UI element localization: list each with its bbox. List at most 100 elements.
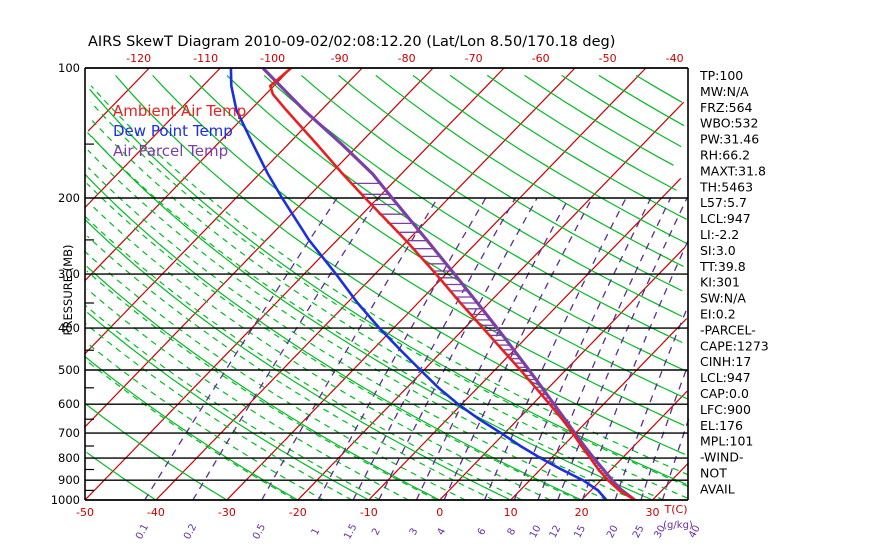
legend-ambient-air-temp: Ambient Air Temp	[113, 102, 246, 120]
dry-adiabat	[375, 74, 684, 268]
mixing-ratio-tick-label: 12	[548, 524, 564, 540]
panel-row: WBO:532	[700, 116, 758, 131]
isotherm	[652, 462, 690, 501]
mixing-ratio-line	[513, 197, 652, 501]
panel-row: MPL:101	[700, 434, 753, 449]
mixing-ratio-tick-label: 15	[572, 524, 588, 540]
panel-row: TP:100	[699, 68, 743, 83]
moist-adiabat	[86, 235, 494, 501]
bottom-temp-tick: 10	[504, 506, 518, 519]
pressure-ticks: 100 200 300 400 500 600 700 800 900 1000	[51, 61, 80, 507]
mixing-ratio-tick-label: 6	[476, 526, 489, 537]
dry-adiabat	[86, 311, 370, 501]
dry-adiabat	[86, 451, 157, 501]
mixing-ratio-tick-label: 20	[605, 524, 621, 540]
panel-row: TH:5463	[699, 179, 753, 194]
dry-adiabat	[83, 355, 299, 501]
panel-row: CINH:17	[700, 354, 751, 369]
dry-adiabat	[412, 74, 689, 245]
dry-adiabat	[89, 88, 687, 485]
dry-adiabat-lines	[83, 74, 689, 501]
panel-row: RH:66.2	[700, 148, 750, 163]
top-temp-tick: -90	[331, 52, 349, 65]
panel-row: L57:5.7	[700, 195, 747, 210]
mixing-ratio-line	[192, 197, 380, 501]
panel-row: NOT	[700, 466, 727, 481]
pressure-axis-label: PRESSURE (MB)	[61, 245, 75, 336]
bottom-temp-tick: -40	[147, 506, 165, 519]
top-temperature-ticks: -120 -110 -100 -90 -80 -70 -60 -50 -40	[126, 52, 683, 65]
top-temp-tick: -120	[126, 52, 151, 65]
mixing-ratio-tick-label: 25	[631, 524, 647, 540]
mixing-ratio-line	[661, 418, 690, 501]
bottom-temp-tick: -10	[360, 506, 378, 519]
isotherm	[581, 390, 688, 501]
isotherm	[83, 67, 434, 429]
panel-row: LCL:947	[700, 211, 751, 226]
temp-axis-unit-label: T(C)	[664, 503, 688, 516]
page-title: AIRS SkewT Diagram 2010-09-02/02:08:12.2…	[88, 34, 615, 50]
bottom-temp-tick: 20	[575, 506, 589, 519]
mixing-ratio-tick-label: 40	[687, 524, 703, 540]
moist-adiabat	[84, 322, 353, 501]
mixing-ratio-line	[537, 197, 672, 501]
top-temp-tick: -70	[465, 52, 483, 65]
legend-air-parcel-temp: Air Parcel Temp	[113, 142, 228, 160]
isotherm	[87, 67, 150, 132]
pressure-tick-label: 300	[58, 267, 80, 281]
panel-row: MAXT:31.8	[700, 163, 766, 178]
panel-row: PW:31.46	[700, 132, 759, 147]
panel-row: -PARCEL-	[700, 322, 756, 337]
bottom-temp-tick: -50	[76, 506, 94, 519]
dry-adiabat	[84, 218, 511, 501]
mixing-ratio-tick-label: 10	[528, 524, 544, 540]
panel-row: AVAIL	[700, 481, 735, 496]
dry-adiabat	[486, 74, 677, 191]
dry-adiabat	[263, 74, 683, 344]
dry-adiabat	[635, 74, 683, 103]
dry-adiabat	[561, 74, 682, 148]
isotherm	[84, 67, 221, 208]
panel-row: EI:0.2	[700, 307, 736, 322]
dry-adiabat	[524, 74, 674, 166]
dry-adiabat	[301, 74, 683, 318]
panel-row: LI:-2.2	[700, 227, 739, 242]
pressure-tick-label: 100	[58, 61, 80, 75]
dry-adiabat	[84, 173, 582, 501]
dry-adiabat	[449, 74, 687, 220]
moist-adiabat	[87, 167, 608, 501]
mixing-ratio-line	[144, 197, 338, 501]
panel-row: KI:301	[700, 275, 740, 290]
sounding-indices-panel: TP:100MW:N/AFRZ:564WBO:532PW:31.46RH:66.…	[699, 68, 769, 496]
pressure-tick-label: 700	[58, 426, 80, 440]
ambient-air-temp-curve	[268, 67, 636, 502]
panel-row: TT:39.8	[699, 259, 746, 274]
bottom-temp-tick: 0	[436, 506, 443, 519]
bottom-temp-tick: 30	[646, 506, 660, 519]
moist-adiabat	[83, 215, 523, 501]
isotherm	[297, 101, 685, 501]
mixing-ratio-tick-label: 3	[408, 526, 421, 537]
mixing-ratio-line	[581, 239, 689, 501]
moist-adiabat	[86, 270, 438, 501]
pressure-tick-label: 1000	[51, 493, 80, 507]
panel-row: MW:N/A	[700, 84, 749, 99]
air-parcel-temp-curve	[261, 66, 636, 502]
top-temp-tick: -60	[532, 52, 550, 65]
pressure-tick-label: 500	[58, 363, 80, 377]
legend-dew-point-temp: Dew Point Temp	[113, 122, 233, 140]
bottom-temp-tick: -20	[289, 506, 307, 519]
top-temp-tick: -50	[599, 52, 617, 65]
panel-row: CAP:0.0	[700, 386, 749, 401]
plot-frame	[84, 67, 689, 501]
mixing-ratio-tick-label: 8	[506, 526, 519, 537]
moist-adiabat	[86, 288, 409, 501]
mixing-ratio-tick-label: 1	[310, 526, 323, 537]
top-temp-tick: -110	[193, 52, 218, 65]
panel-row: SI:3.0	[700, 243, 736, 258]
isotherm	[368, 177, 682, 501]
mixing-ratio-unit-label: (g/kg)	[663, 520, 693, 531]
isotherm	[84, 67, 505, 501]
